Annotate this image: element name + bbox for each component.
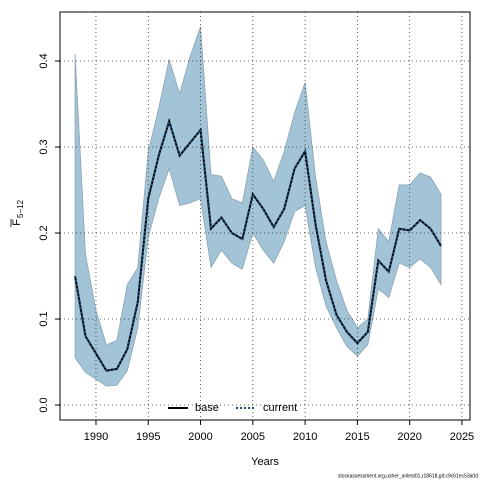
x-tick-label: 2000 xyxy=(188,431,212,443)
x-tick-label: 1995 xyxy=(136,431,160,443)
x-tick-label: 2025 xyxy=(450,431,474,443)
x-tick-label: 2005 xyxy=(241,431,265,443)
y-tick-label: 0.2 xyxy=(38,225,50,240)
footnote: stockassessment.org,usher_anlest01,r1861… xyxy=(338,473,478,479)
x-axis-label: Years xyxy=(251,456,279,468)
confidence-band xyxy=(74,26,442,387)
plot-frame xyxy=(59,11,471,421)
x-tick-label: 2010 xyxy=(293,431,317,443)
line-current xyxy=(74,117,442,372)
y-tick-label: 0.3 xyxy=(38,139,50,154)
legend-label: current xyxy=(263,402,297,414)
y-tick-label: 0.0 xyxy=(38,397,50,412)
x-tick-label: 1990 xyxy=(84,431,108,443)
y-tick-label: 0.4 xyxy=(38,53,50,68)
y-axis-label-main: F xyxy=(11,219,23,226)
legend-label: base xyxy=(195,402,219,414)
y-tick-label: 0.1 xyxy=(38,311,50,326)
y-axis-label-sub: 5−12 xyxy=(16,199,25,218)
x-tick-label: 2020 xyxy=(397,431,421,443)
y-axis-label: F5−12 xyxy=(10,199,25,227)
x-tick-label: 2015 xyxy=(345,431,369,443)
